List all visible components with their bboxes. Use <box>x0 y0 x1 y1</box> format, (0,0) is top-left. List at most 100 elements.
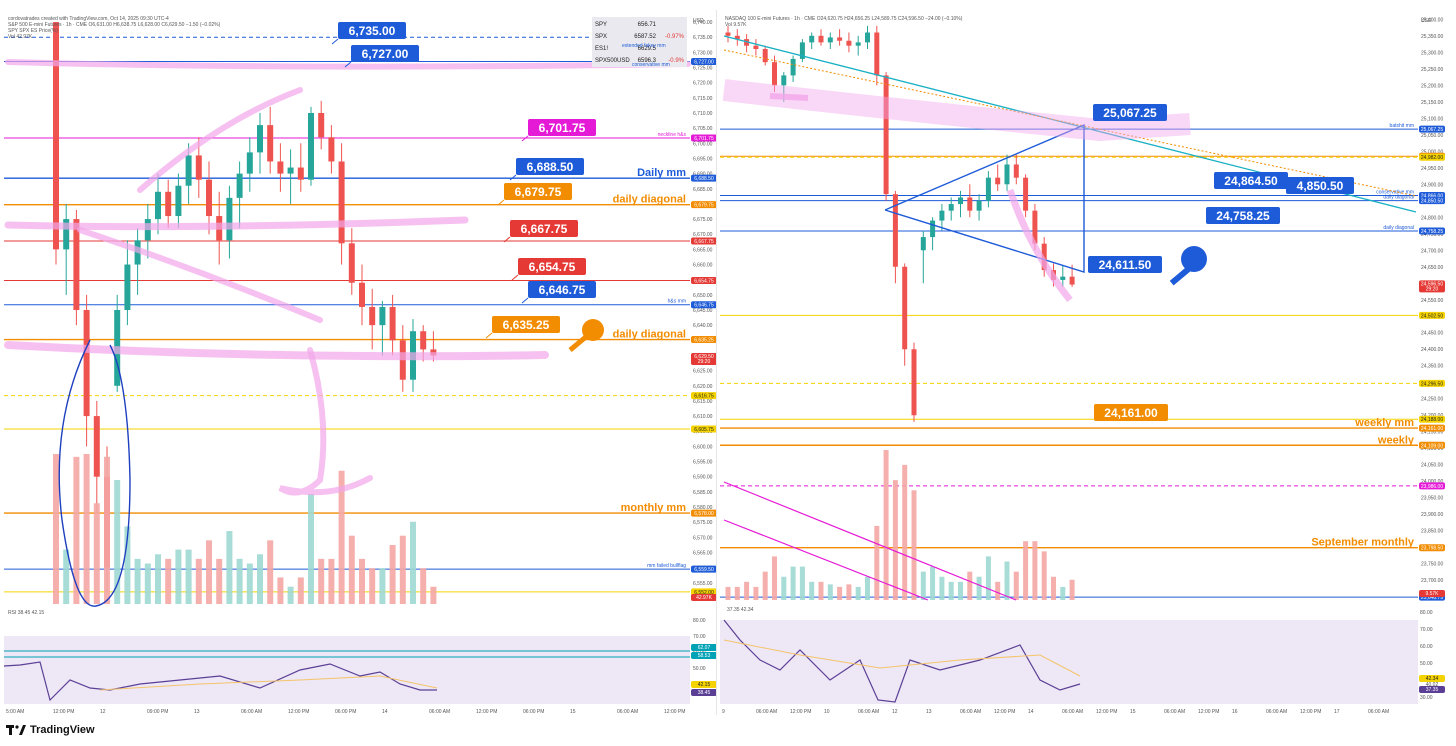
x-tick-label: 12:00 PM <box>1198 709 1219 715</box>
x-tick-label: 13 <box>926 709 932 715</box>
x-tick-label: 12:00 PM <box>994 709 1015 715</box>
x-tick-label: 06:00 AM <box>429 709 450 715</box>
highlighter-stroke <box>278 347 373 496</box>
level-label: mm failed bullflag <box>647 563 686 569</box>
candle-body <box>781 75 787 86</box>
x-tick-label: 17 <box>1334 709 1340 715</box>
volume-bar <box>1069 579 1075 600</box>
volume-bar <box>1004 561 1010 600</box>
callout-pointer <box>509 174 517 181</box>
callout-pointer <box>485 332 493 339</box>
highlighter-stroke <box>769 93 809 101</box>
volume-bar <box>236 558 243 604</box>
rsi-line <box>723 619 1081 703</box>
y-tick-label: 6,650.00 <box>693 293 713 299</box>
candle-body <box>818 35 824 43</box>
x-tick-label: 5:00 AM <box>6 709 24 715</box>
x-tick-label: 10 <box>824 709 830 715</box>
axis-level-text: 6,635.25 <box>694 338 714 344</box>
candle-body <box>338 161 345 244</box>
level-label: daily diagonal <box>613 194 686 206</box>
y-tick-label: 24,950.00 <box>1421 166 1443 172</box>
price-callout <box>516 158 584 175</box>
x-tick-label: 06:00 AM <box>1266 709 1287 715</box>
axis-level-text: 23,798.50 <box>1421 546 1443 552</box>
volume-bar <box>911 490 917 600</box>
x-tick-label: 06:00 PM <box>335 709 356 715</box>
volume-bar <box>195 558 202 604</box>
volume-bar <box>799 566 805 600</box>
x-tick-label: 14 <box>1028 709 1034 715</box>
volume-bar <box>226 531 233 604</box>
volume-bar <box>63 549 70 604</box>
volume-bar <box>410 521 416 604</box>
volume-bar <box>1060 586 1066 600</box>
tradingview-footer[interactable]: TradingView <box>6 724 95 736</box>
level-label: daily diagonal <box>613 329 686 341</box>
y-tick-label: 25,300.00 <box>1421 50 1443 56</box>
watchlist-symbol: SPX <box>595 34 607 40</box>
axis-level-text: 6,616.75 <box>694 394 714 400</box>
x-tick-label: 12:00 PM <box>1300 709 1321 715</box>
highlighter-stroke <box>4 216 469 231</box>
watchlist-price: 6629.5 <box>638 46 657 52</box>
price-callout <box>1206 207 1280 224</box>
candle-body <box>883 75 889 195</box>
y-tick-label: 6,660.00 <box>693 263 713 269</box>
price-callout <box>351 45 419 62</box>
price-callout-text: 6,667.75 <box>521 222 568 236</box>
level-label: h&s mm <box>668 299 686 305</box>
volume-bar <box>155 554 161 604</box>
watchlist-price: 656.71 <box>638 22 657 28</box>
axis-level-tag <box>1419 482 1445 490</box>
trendline-magenta-1 <box>723 481 1017 601</box>
candle-body <box>1023 177 1029 211</box>
price-callout <box>1214 172 1288 189</box>
y-tick-label: 24,750.00 <box>1421 232 1443 238</box>
x-tick-label: 12 <box>100 709 106 715</box>
left-credit: cordovatrades created with TradingView.c… <box>8 16 169 22</box>
y-tick-label: 6,590.00 <box>693 475 713 481</box>
rsi-tick-label: 70.00 <box>693 634 706 640</box>
level-label: Daily mm <box>637 167 686 179</box>
volume-axis-text: 9.57K <box>1425 591 1439 597</box>
x-tick-label: 06:00 AM <box>858 709 879 715</box>
y-tick-label: 6,665.00 <box>693 247 713 253</box>
price-callout-text: 4,850.50 <box>1297 179 1344 193</box>
x-tick-label: 09:00 PM <box>147 709 168 715</box>
tradingview-logo-icon <box>6 725 26 735</box>
axis-level-text: 6,727.00 <box>694 59 714 65</box>
y-tick-label: 24,000.00 <box>1421 479 1443 485</box>
volume-bar <box>1051 576 1056 600</box>
axis-level-tag <box>691 336 717 344</box>
rsi-band <box>4 636 690 704</box>
callout-pointer <box>503 236 511 243</box>
last-price-tag <box>1419 280 1445 293</box>
axis-level-tag <box>691 237 717 245</box>
right-symbol-header: NASDAQ 100 E-mini Futures · 1h · CME O24… <box>725 16 963 22</box>
watchlist-panel <box>592 17 687 67</box>
candle-body <box>734 35 740 40</box>
y-tick-label: 6,615.00 <box>693 399 713 405</box>
candle-body <box>930 220 936 238</box>
y-tick-label: 23,750.00 <box>1421 562 1443 568</box>
candle-body <box>725 32 731 36</box>
y-tick-label: 24,100.00 <box>1421 446 1443 452</box>
y-tick-label: 23,850.00 <box>1421 529 1443 535</box>
volume-bar <box>114 480 121 604</box>
volume-bar <box>257 554 263 604</box>
watchlist-change: -0.9% <box>668 58 684 64</box>
candle-body <box>359 282 365 307</box>
volume-bar <box>308 493 314 604</box>
price-callout <box>510 220 578 237</box>
axis-level-text: 6,605.75 <box>694 427 714 433</box>
right-volume-header: Vol 9.57K <box>725 22 747 28</box>
y-tick-label: 6,725.00 <box>693 66 713 72</box>
candle-body <box>93 416 100 477</box>
y-tick-label: 6,720.00 <box>693 81 713 87</box>
last-price-tag <box>691 352 717 365</box>
y-tick-label: 25,350.00 <box>1421 34 1443 40</box>
volume-bar <box>827 584 833 600</box>
volume-bar <box>206 540 212 604</box>
